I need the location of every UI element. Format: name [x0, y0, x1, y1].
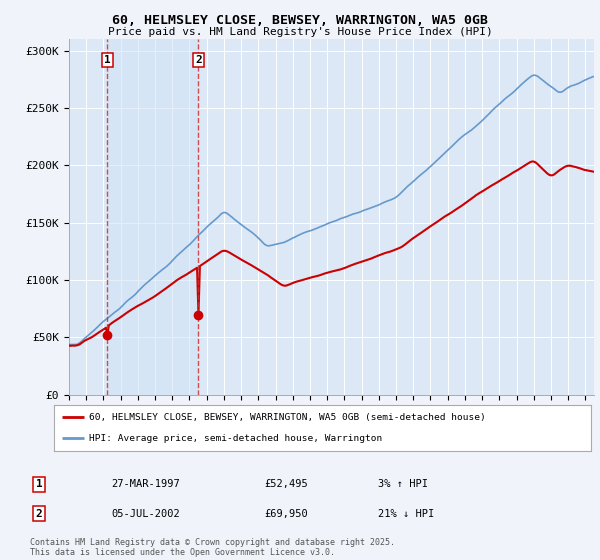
Text: £69,950: £69,950 [264, 508, 308, 519]
Text: £52,495: £52,495 [264, 479, 308, 489]
Text: HPI: Average price, semi-detached house, Warrington: HPI: Average price, semi-detached house,… [89, 434, 382, 443]
Text: 27-MAR-1997: 27-MAR-1997 [111, 479, 180, 489]
Bar [107, 39, 198, 395]
Text: 1: 1 [104, 55, 111, 65]
Text: Price paid vs. HM Land Registry's House Price Index (HPI): Price paid vs. HM Land Registry's House … [107, 27, 493, 37]
Text: 1: 1 [35, 479, 43, 489]
Text: 60, HELMSLEY CLOSE, BEWSEY, WARRINGTON, WA5 0GB (semi-detached house): 60, HELMSLEY CLOSE, BEWSEY, WARRINGTON, … [89, 413, 485, 422]
Text: Contains HM Land Registry data © Crown copyright and database right 2025.
This d: Contains HM Land Registry data © Crown c… [30, 538, 395, 557]
Text: 05-JUL-2002: 05-JUL-2002 [111, 508, 180, 519]
Text: 60, HELMSLEY CLOSE, BEWSEY, WARRINGTON, WA5 0GB: 60, HELMSLEY CLOSE, BEWSEY, WARRINGTON, … [112, 14, 488, 27]
Text: 2: 2 [35, 508, 43, 519]
Text: 21% ↓ HPI: 21% ↓ HPI [378, 508, 434, 519]
Text: 2: 2 [195, 55, 202, 65]
Text: 3% ↑ HPI: 3% ↑ HPI [378, 479, 428, 489]
